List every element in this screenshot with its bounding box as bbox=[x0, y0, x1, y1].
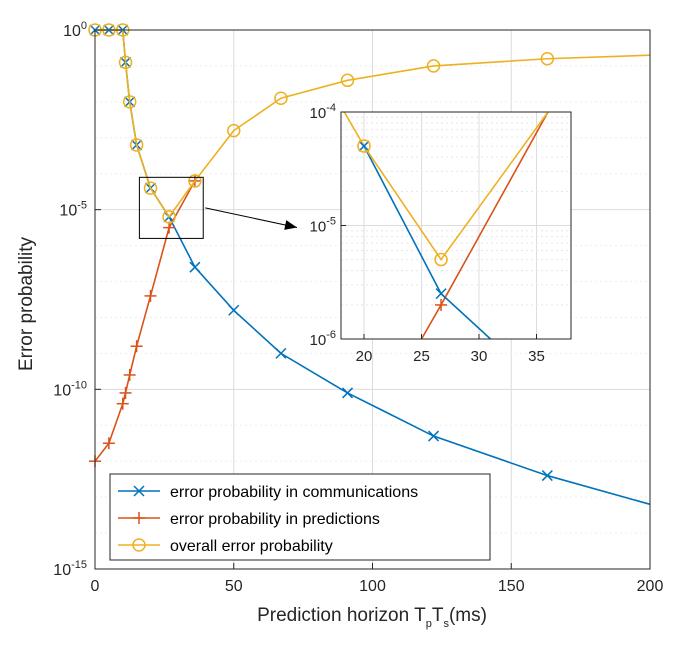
x-tick-label-0: 0 bbox=[91, 578, 100, 595]
inset-y-tick-exp-2: -4 bbox=[326, 102, 336, 114]
x-axis-label-main: Prediction horizon T bbox=[257, 605, 426, 626]
x-tick-label-3: 150 bbox=[498, 578, 525, 595]
y-tick-label-1: 10-10 bbox=[53, 379, 87, 399]
series-2-marker-8 bbox=[188, 174, 202, 188]
inset-y-tick-label-0: 10-6 bbox=[310, 329, 336, 349]
inset-x-tick-label-3: 35 bbox=[528, 348, 545, 365]
zoom-region-box bbox=[138, 176, 204, 239]
y-tick-label-2: 10-5 bbox=[59, 200, 87, 220]
legend-label-1: error probability in predictions bbox=[170, 511, 380, 528]
inset-series-0-marker-0 bbox=[358, 140, 370, 152]
legend-box bbox=[109, 473, 491, 561]
series-1-marker-4 bbox=[123, 368, 136, 381]
series-0-marker-9-stroke-b bbox=[228, 304, 240, 316]
y-tick-base-0: 10 bbox=[53, 562, 71, 579]
inset-x-tick-label-1: 25 bbox=[413, 348, 430, 365]
x-axis-label-sub-s: s bbox=[443, 618, 449, 630]
series-2-marker-10 bbox=[274, 91, 288, 106]
inset-y-tick-label-1: 10-5 bbox=[310, 216, 336, 236]
legend-item-1: error probability in predictions bbox=[118, 511, 380, 528]
legend: error probability in communications error… bbox=[109, 473, 491, 561]
series-0-marker-11-stroke-b bbox=[341, 387, 354, 399]
series-2-marker-5 bbox=[129, 138, 144, 152]
zoom-arrowhead bbox=[284, 220, 297, 230]
series-2-marker-4 bbox=[122, 95, 137, 109]
legend-swatch-marker-1 bbox=[133, 512, 145, 524]
series-0-marker-8-stroke-b bbox=[189, 261, 201, 273]
inset-series-line-2 bbox=[343, 112, 549, 261]
legend-swatch-marker-0-stroke-b bbox=[133, 485, 145, 497]
inset-series-0-marker-1 bbox=[435, 288, 447, 300]
series-0-marker-11 bbox=[341, 387, 354, 399]
series-0-marker-10-stroke-b bbox=[275, 347, 287, 359]
x-axis-label-sub-p: p bbox=[426, 618, 432, 630]
inset-series-1-marker-0 bbox=[435, 298, 448, 311]
y-tick-exp-0: -15 bbox=[71, 559, 87, 571]
series-2-marker-6 bbox=[143, 181, 158, 195]
legend-swatch-marker-2 bbox=[132, 538, 146, 552]
series-2-marker-7 bbox=[162, 210, 176, 224]
y-tick-exp-2: -5 bbox=[77, 200, 87, 212]
zoom-arrow bbox=[205, 207, 298, 228]
legend-label-2: overall error probability bbox=[170, 538, 333, 555]
series-2-marker-13 bbox=[540, 51, 555, 66]
inset-y-tick-exp-0: -6 bbox=[326, 329, 336, 341]
inset-y-tick-base-0: 10 bbox=[310, 332, 327, 349]
inset-x-tick-label-2: 30 bbox=[471, 348, 488, 365]
y-tick-base-2: 10 bbox=[59, 203, 77, 220]
series-0-marker-12 bbox=[428, 430, 440, 442]
inset-y-tick-exp-1: -5 bbox=[326, 216, 336, 228]
series-1-marker-1 bbox=[102, 437, 115, 450]
legend-item-2: overall error probability bbox=[118, 538, 333, 555]
inset-series-2-marker-1 bbox=[434, 252, 448, 267]
inset-y-tick-label-2: 10-4 bbox=[310, 102, 336, 122]
legend-item-0: error probability in communications bbox=[118, 484, 418, 501]
y-axis-label: Error probability bbox=[16, 236, 37, 371]
x-tick-label-2: 100 bbox=[359, 578, 386, 595]
series-2-marker-9 bbox=[227, 123, 241, 138]
series-0-marker-10 bbox=[275, 347, 287, 359]
inset-series bbox=[343, 112, 549, 339]
series-0-marker-9 bbox=[228, 304, 240, 316]
inset-series-0-marker-0-stroke-b bbox=[358, 140, 370, 152]
y-tick-base-1: 10 bbox=[53, 382, 71, 399]
inset-y-tick-base-1: 10 bbox=[310, 219, 327, 236]
series-1-marker-6 bbox=[144, 289, 157, 302]
inset-grid bbox=[341, 111, 571, 340]
y-tick-base-3: 10 bbox=[63, 23, 81, 40]
series-0-marker-13-stroke-b bbox=[541, 470, 553, 482]
series-1-marker-5 bbox=[130, 340, 143, 353]
x-tick-label-1: 50 bbox=[225, 578, 243, 595]
main-series bbox=[88, 23, 651, 506]
y-tick-exp-1: -10 bbox=[71, 379, 87, 391]
legend-swatch-marker-0 bbox=[133, 485, 145, 497]
inset-series-2-marker-0 bbox=[357, 139, 371, 153]
x-tick-label-4: 200 bbox=[637, 578, 664, 595]
x-axis-label: Prediction horizon TpTs(ms) bbox=[257, 605, 487, 630]
series-1-marker-3 bbox=[119, 386, 132, 399]
series-line-2 bbox=[95, 29, 651, 219]
y-tick-label-0: 10-15 bbox=[53, 559, 87, 579]
series-0-marker-8 bbox=[189, 261, 201, 273]
series-2-marker-12 bbox=[426, 59, 441, 73]
series-1-marker-2 bbox=[116, 397, 129, 410]
x-axis-label-end: (ms) bbox=[449, 605, 487, 626]
inset-y-tick-base-2: 10 bbox=[310, 105, 327, 122]
series-2-marker-11 bbox=[340, 73, 355, 88]
series-0-marker-12-stroke-b bbox=[428, 430, 440, 442]
y-tick-exp-3: 0 bbox=[81, 20, 87, 32]
inset-series-0-marker-1-stroke-b bbox=[435, 288, 447, 300]
inset-x-tick-label-0: 20 bbox=[356, 348, 373, 365]
series-1-marker-7 bbox=[163, 221, 176, 234]
series-0-marker-13 bbox=[541, 470, 553, 482]
series-2-marker-3 bbox=[118, 55, 133, 70]
y-tick-label-3: 100 bbox=[63, 20, 87, 40]
legend-label-0: error probability in communications bbox=[170, 484, 418, 501]
x-axis-label-mid: T bbox=[432, 605, 444, 626]
